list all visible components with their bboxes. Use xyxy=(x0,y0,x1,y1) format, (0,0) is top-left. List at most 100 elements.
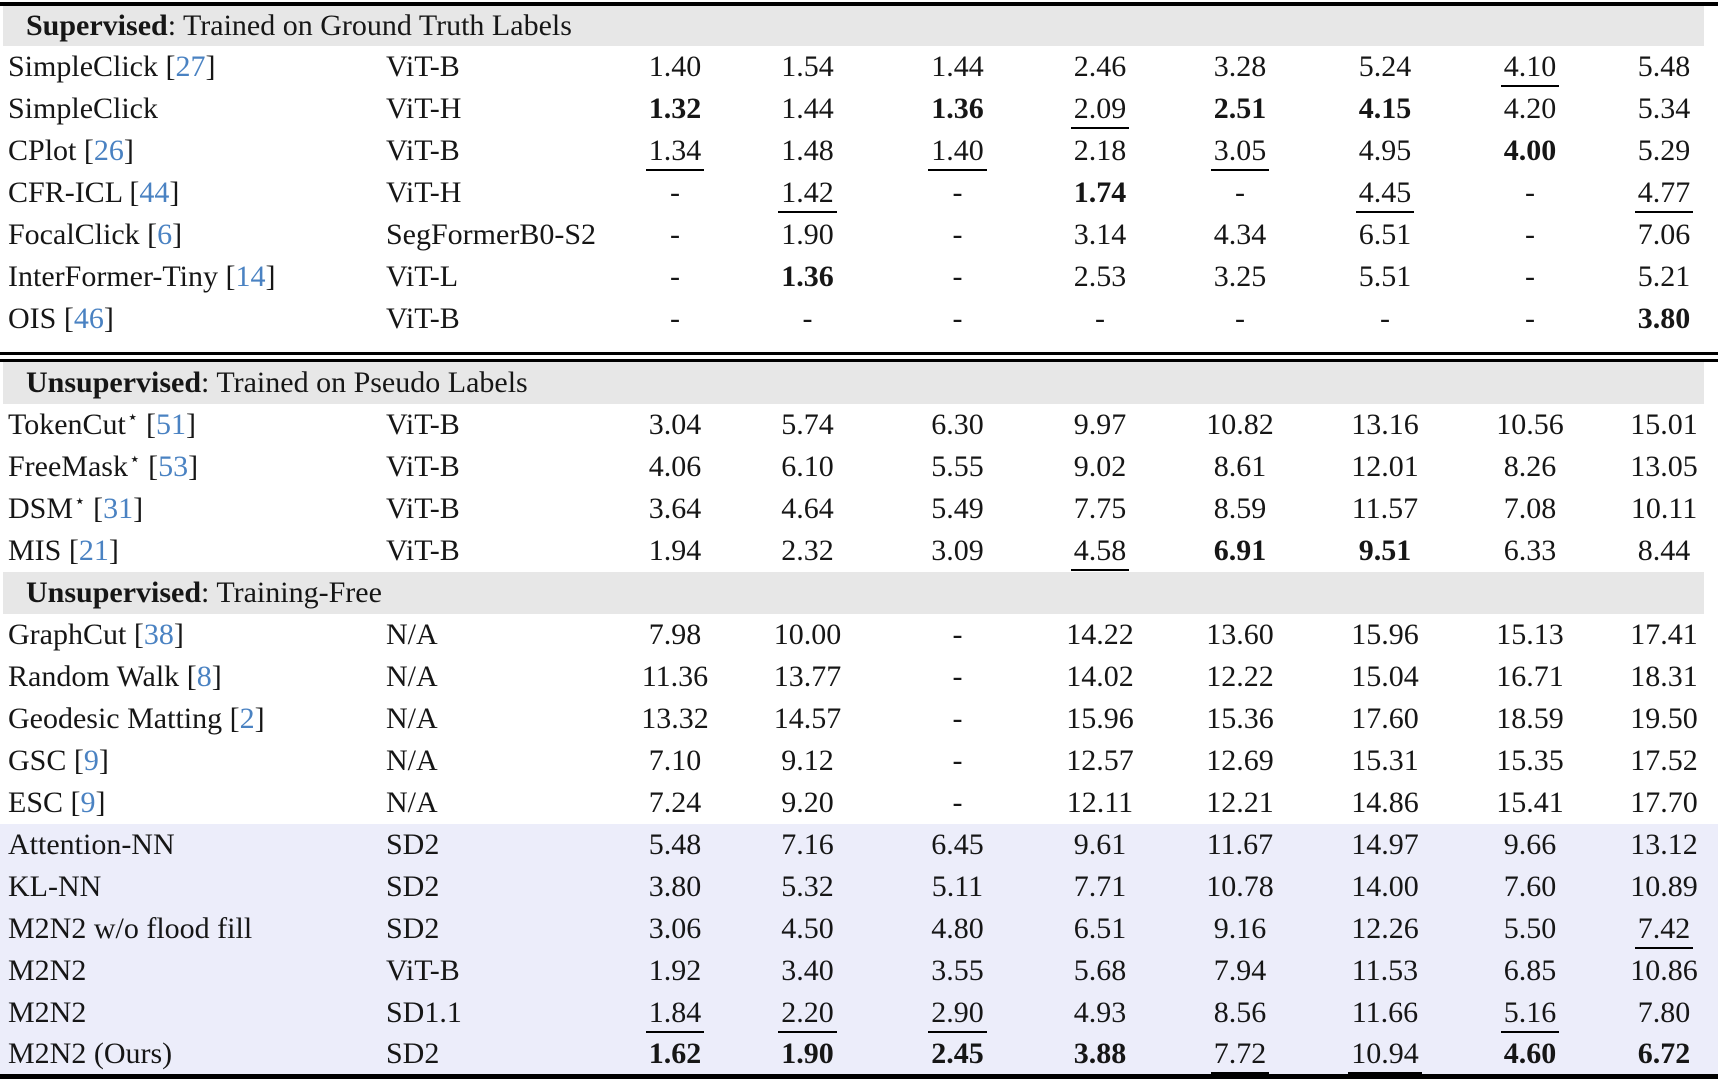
value: 11.67 xyxy=(1206,828,1274,861)
value: 5.11 xyxy=(931,870,984,903)
value-cell: - xyxy=(610,214,740,256)
best-value: 1.32 xyxy=(648,92,702,125)
value-cell: 2.09 xyxy=(1040,88,1160,130)
value-cell: 1.94 xyxy=(610,530,740,572)
citation-link[interactable]: 53 xyxy=(158,450,189,483)
citation-link[interactable]: 31 xyxy=(103,492,134,525)
backbone-cell: ViT-B xyxy=(386,134,460,167)
value: 7.06 xyxy=(1637,218,1691,251)
value-cell: 8.59 xyxy=(1160,488,1320,530)
backbone-cell: ViT-L xyxy=(386,260,459,293)
value-cell: 15.01 xyxy=(1610,404,1718,446)
second-best-value: 7.72 xyxy=(1210,1036,1270,1074)
citation-link[interactable]: 26 xyxy=(93,134,124,167)
value-cell: 3.05 xyxy=(1160,130,1320,172)
citation-link[interactable]: 6 xyxy=(157,218,173,251)
value: 7.71 xyxy=(1073,870,1127,903)
value: - xyxy=(1525,260,1535,293)
value: 3.28 xyxy=(1213,50,1267,83)
second-best-value: 2.20 xyxy=(778,996,837,1033)
value: 13.12 xyxy=(1630,828,1698,861)
best-value: 1.74 xyxy=(1073,176,1127,209)
value-cell: 5.29 xyxy=(1610,130,1718,172)
citation-link[interactable]: 38 xyxy=(143,618,174,651)
value-cell: 2.53 xyxy=(1040,256,1160,298)
value: - xyxy=(952,218,963,251)
double-rule-divider xyxy=(0,340,1718,362)
value-cell: 1.32 xyxy=(610,88,740,130)
value: 2.18 xyxy=(1073,134,1127,167)
value: 6.30 xyxy=(931,408,984,441)
value-cell: 1.40 xyxy=(875,130,1040,172)
section-unsupervised-training-free: Unsupervised: Training-Free GraphCut [38… xyxy=(0,572,1718,1076)
value-cell: 2.20 xyxy=(740,992,875,1034)
value: 3.06 xyxy=(648,912,702,945)
value-cell: - xyxy=(1320,298,1450,340)
citation-link[interactable]: 27 xyxy=(175,50,206,83)
value: 9.66 xyxy=(1503,828,1557,861)
value-cell: 19.50 xyxy=(1610,698,1718,740)
table-row: FreeMask⋆ [53] ViT-B 4.06 6.10 5.55 9.02 8.61 1… xyxy=(0,446,1718,488)
section-description: : Trained on Pseudo Labels xyxy=(201,366,528,399)
value: 9.16 xyxy=(1213,912,1267,945)
value-cell: 4.10 xyxy=(1450,46,1610,88)
value-cell: 7.75 xyxy=(1040,488,1160,530)
value-cell: 7.72 xyxy=(1160,1034,1320,1076)
citation-link[interactable]: 9 xyxy=(80,786,96,819)
value: - xyxy=(952,260,963,293)
value: 10.11 xyxy=(1630,492,1698,525)
citation-link[interactable]: 46 xyxy=(73,302,104,335)
table-row: Random Walk [8] N/A 11.36 13.77 - 14.02 12.22 1… xyxy=(0,656,1718,698)
value: - xyxy=(670,176,680,209)
value-cell: - xyxy=(1040,298,1160,340)
method-cell: Attention-NN xyxy=(0,824,378,866)
value-cell: 9.02 xyxy=(1040,446,1160,488)
value-cell: 5.74 xyxy=(740,404,875,446)
star-marker: ⋆ xyxy=(128,449,141,470)
citation-link[interactable]: 9 xyxy=(83,744,99,777)
citation-link[interactable]: 51 xyxy=(156,408,187,441)
value-cell: 5.34 xyxy=(1610,88,1718,130)
value: - xyxy=(1095,302,1105,335)
value: - xyxy=(952,176,963,209)
value-cell: - xyxy=(1450,256,1610,298)
value: - xyxy=(952,660,963,693)
value-cell: 7.42 xyxy=(1610,908,1718,950)
value: 4.93 xyxy=(1073,996,1127,1029)
value-cell: 8.44 xyxy=(1610,530,1718,572)
section-header-cell: Supervised: Trained on Ground Truth Labe… xyxy=(0,4,1718,46)
table-row: M2N2 w/o flood fill SD2 3.06 4.50 4.80 6.51 9.… xyxy=(0,908,1718,950)
section-divider xyxy=(0,340,1718,362)
value-cell: - xyxy=(1160,298,1320,340)
table-row: TokenCut⋆ [51] ViT-B 3.04 5.74 6.30 9.97 10.82… xyxy=(0,404,1718,446)
value-cell: 1.40 xyxy=(610,46,740,88)
value: 7.98 xyxy=(648,618,702,651)
value: 5.49 xyxy=(931,492,984,525)
value: 6.10 xyxy=(781,450,834,483)
citation-link[interactable]: 44 xyxy=(139,176,170,209)
value-cell: 6.10 xyxy=(740,446,875,488)
citation-link[interactable]: 21 xyxy=(78,534,109,567)
value-cell: 5.16 xyxy=(1450,992,1610,1034)
citation-link[interactable]: 14 xyxy=(235,260,266,293)
value: 17.70 xyxy=(1630,786,1698,819)
citation-link[interactable]: 2 xyxy=(239,702,255,735)
value-cell: 9.16 xyxy=(1160,908,1320,950)
value: 3.64 xyxy=(648,492,702,525)
value-cell: 11.66 xyxy=(1320,992,1450,1034)
best-value: 2.51 xyxy=(1213,92,1267,125)
method-cell: ESC [9] xyxy=(8,786,106,819)
value: 5.74 xyxy=(781,408,834,441)
table-row: GSC [9] N/A 7.10 9.12 - 12.57 12.69 15.31 15.35 1… xyxy=(0,740,1718,782)
value-cell: 3.14 xyxy=(1040,214,1160,256)
value-cell: - xyxy=(875,656,1040,698)
backbone-cell: ViT-B xyxy=(386,408,460,441)
value: - xyxy=(670,260,680,293)
citation-link[interactable]: 8 xyxy=(196,660,212,693)
value-cell: 12.26 xyxy=(1320,908,1450,950)
value-cell: 11.36 xyxy=(610,656,740,698)
value-cell: - xyxy=(740,298,875,340)
backbone-cell: SD2 xyxy=(378,908,610,950)
backbone-cell: N/A xyxy=(386,702,438,735)
value: 8.26 xyxy=(1503,450,1557,483)
